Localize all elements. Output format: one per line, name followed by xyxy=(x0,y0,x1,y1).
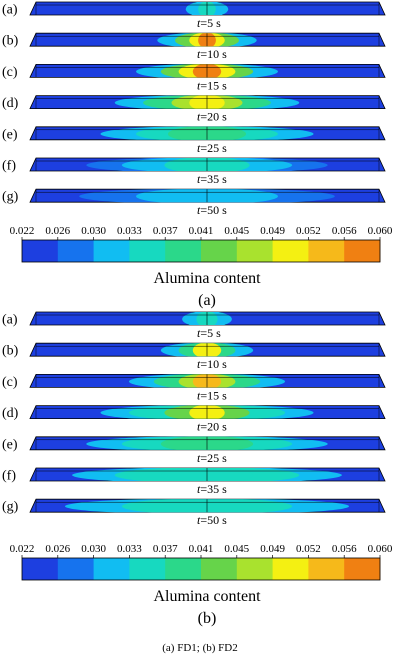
time-row: (c) t=15 s xyxy=(2,64,386,92)
colorbar-tick-label: 0.041 xyxy=(189,225,214,237)
colorbar-tick-label: 0.026 xyxy=(45,543,70,555)
colorbar-segment xyxy=(308,558,345,580)
colorbar-tick-label: 0.045 xyxy=(224,543,249,555)
colorbar-tick-label: 0.060 xyxy=(368,225,393,237)
row-label: (b) xyxy=(2,34,19,49)
colorbar-tick-label: 0.030 xyxy=(81,225,106,237)
panel-label: (b) xyxy=(198,610,217,627)
row-label: (a) xyxy=(2,3,18,18)
time-row: (f) t=35 s xyxy=(2,157,386,186)
time-row: (g) t=50 s xyxy=(2,498,386,527)
colorbar-segment xyxy=(93,240,130,262)
colorbar-segment xyxy=(201,558,238,580)
colorbar-tick-label: 0.052 xyxy=(296,543,321,555)
time-label: t=50 s xyxy=(197,513,227,527)
time-row: (a) t=5 s xyxy=(2,1,386,30)
figure-caption: (a) FD1; (b) FD2 xyxy=(162,642,237,654)
colorbar-tick-label: 0.056 xyxy=(332,543,357,555)
colorbar-segment xyxy=(129,558,166,580)
time-row: (d) t=20 s xyxy=(2,405,386,434)
colorbar-tick-label: 0.037 xyxy=(153,543,178,555)
row-label: (e) xyxy=(2,127,18,142)
colorbar: 0.022 0.026 0.030 0.033 0.037 0.041 0.045 0.049… xyxy=(10,543,393,581)
colorbar-tick-label: 0.049 xyxy=(260,225,285,237)
colorbar-tick-label: 0.022 xyxy=(10,543,35,555)
colorbar-tick-label: 0.045 xyxy=(224,225,249,237)
colorbar: 0.022 0.026 0.030 0.033 0.037 0.041 0.045 0.049… xyxy=(10,225,393,263)
time-label: t=20 s xyxy=(197,110,227,124)
colorbar-segment xyxy=(272,558,309,580)
time-row: (b) t=10 s xyxy=(2,342,386,371)
row-label: (g) xyxy=(2,500,19,515)
row-label: (d) xyxy=(2,406,19,421)
row-label: (f) xyxy=(2,469,16,484)
legend-label: Alumina content xyxy=(153,270,261,287)
time-row: (a) t=5 s xyxy=(2,311,386,340)
time-row: (f) t=35 s xyxy=(2,467,386,496)
time-label: t=35 s xyxy=(197,172,227,186)
row-label: (c) xyxy=(2,65,18,80)
colorbar-tick-label: 0.056 xyxy=(332,225,357,237)
time-label: t=10 s xyxy=(197,357,227,371)
time-label: t=35 s xyxy=(197,482,227,496)
time-label: t=25 s xyxy=(197,451,227,465)
time-row: (d) t=20 s xyxy=(2,95,386,124)
colorbar-tick-label: 0.033 xyxy=(117,543,142,555)
time-label: t=15 s xyxy=(197,388,227,402)
colorbar-segment xyxy=(57,558,94,580)
row-label: (c) xyxy=(2,375,18,390)
colorbar-tick-label: 0.033 xyxy=(117,225,142,237)
time-label: t=5 s xyxy=(197,326,221,340)
legend-label: Alumina content xyxy=(153,588,261,605)
colorbar-segment xyxy=(57,240,94,262)
time-label: t=20 s xyxy=(197,420,227,434)
colorbar-tick-label: 0.060 xyxy=(368,543,393,555)
colorbar-segment xyxy=(236,240,273,262)
colorbar-segment xyxy=(22,558,59,580)
panel-label: (a) xyxy=(198,292,216,309)
time-label: t=50 s xyxy=(197,203,227,217)
colorbar-segment xyxy=(93,558,130,580)
colorbar-segment xyxy=(165,240,202,262)
time-label: t=10 s xyxy=(197,47,227,61)
colorbar-segment xyxy=(308,240,345,262)
colorbar-segment xyxy=(201,240,238,262)
time-label: t=25 s xyxy=(197,141,227,155)
time-label: t=15 s xyxy=(197,78,227,92)
row-label: (b) xyxy=(2,344,19,359)
colorbar-segment xyxy=(129,240,166,262)
colorbar-segment xyxy=(344,558,381,580)
colorbar-tick-label: 0.052 xyxy=(296,225,321,237)
time-row: (c) t=15 s xyxy=(2,374,386,402)
time-label: t=5 s xyxy=(197,16,221,30)
row-label: (g) xyxy=(2,190,19,205)
row-label: (f) xyxy=(2,159,16,174)
colorbar-tick-label: 0.026 xyxy=(45,225,70,237)
colorbar-segment xyxy=(272,240,309,262)
colorbar-tick-label: 0.030 xyxy=(81,543,106,555)
colorbar-segment xyxy=(22,240,59,262)
panel-a: (a) t=5 s (b) t=10 s (c) t=15 s (d) t=20 s (e) t=… xyxy=(2,1,393,309)
time-row: (e) t=25 s xyxy=(2,436,386,465)
colorbar-segment xyxy=(165,558,202,580)
time-row: (b) t=10 s xyxy=(2,32,386,61)
colorbar-tick-label: 0.041 xyxy=(189,543,214,555)
time-row: (e) t=25 s xyxy=(2,126,386,155)
row-label: (d) xyxy=(2,96,19,111)
row-label: (a) xyxy=(2,313,18,328)
colorbar-tick-label: 0.022 xyxy=(10,225,35,237)
panel-b: (a) t=5 s (b) t=10 s (c) t=15 s (d) t=20 s (e) t=… xyxy=(2,311,393,627)
colorbar-tick-label: 0.049 xyxy=(260,543,285,555)
time-row: (g) t=50 s xyxy=(2,188,386,217)
row-label: (e) xyxy=(2,437,18,452)
colorbar-segment xyxy=(344,240,381,262)
colorbar-tick-label: 0.037 xyxy=(153,225,178,237)
colorbar-segment xyxy=(236,558,273,580)
